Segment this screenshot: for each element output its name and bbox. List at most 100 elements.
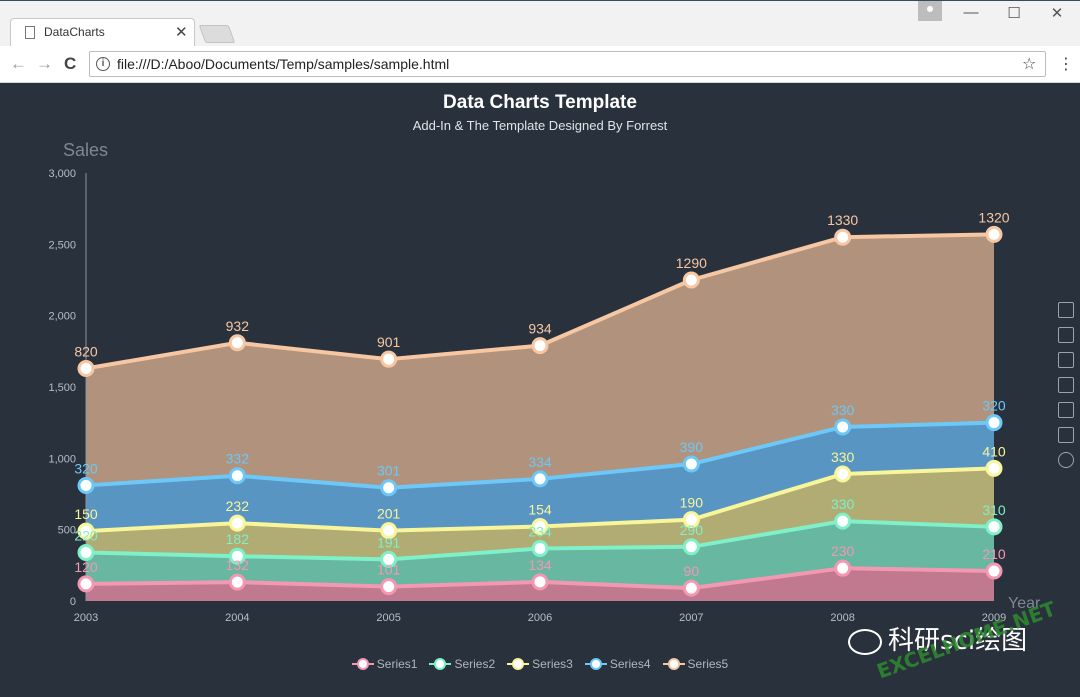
y-tick-label: 0 xyxy=(70,596,76,608)
profile-icon[interactable] xyxy=(918,1,942,21)
area-series3 xyxy=(86,468,994,560)
x-tick-label: 2009 xyxy=(982,612,1006,624)
legend-dot xyxy=(356,657,369,670)
data-point xyxy=(682,511,700,529)
data-label: 191 xyxy=(377,534,401,550)
y-tick-label: 1,500 xyxy=(48,382,76,394)
data-label: 232 xyxy=(226,498,250,514)
data-label: 1290 xyxy=(676,255,707,271)
legend-marker xyxy=(351,657,374,670)
zoom-icon[interactable] xyxy=(1058,302,1074,318)
chart-title: Data Charts Template xyxy=(443,92,637,113)
data-point xyxy=(77,359,95,377)
document-icon xyxy=(25,26,35,39)
legend-item-series5[interactable]: Series5 xyxy=(662,656,728,671)
data-point xyxy=(531,573,549,591)
data-point xyxy=(228,467,246,485)
browser-menu-button[interactable]: ⋮ xyxy=(1058,56,1074,73)
tab-close-button[interactable]: ✕ xyxy=(175,24,188,41)
tiled-icon[interactable] xyxy=(1058,427,1074,443)
legend-dot xyxy=(512,657,525,670)
data-point xyxy=(682,538,700,556)
stack-icon[interactable] xyxy=(1058,402,1074,418)
data-label: 901 xyxy=(377,334,401,350)
new-tab-button[interactable] xyxy=(198,25,236,43)
legend-label: Series3 xyxy=(532,656,573,671)
zoom-reset-icon[interactable] xyxy=(1058,327,1074,343)
data-point xyxy=(77,522,95,540)
restore-icon[interactable] xyxy=(1058,452,1074,468)
y-tick-label: 2,000 xyxy=(48,311,76,323)
data-label: 934 xyxy=(528,321,552,337)
legend-dot xyxy=(589,657,602,670)
data-label: 182 xyxy=(226,531,250,547)
data-label: 1330 xyxy=(827,212,858,228)
data-point xyxy=(380,522,398,540)
forward-button[interactable]: → xyxy=(36,54,53,73)
data-point xyxy=(380,578,398,596)
legend-item-series4[interactable]: Series4 xyxy=(584,656,651,671)
minimize-button[interactable]: — xyxy=(963,4,979,21)
url-text: file:///D:/Aboo/Documents/Temp/samples/s… xyxy=(117,56,450,72)
line-switch-icon[interactable] xyxy=(1058,352,1074,368)
data-label: 320 xyxy=(982,398,1006,414)
data-point xyxy=(77,575,95,593)
legend-item-series2[interactable]: Series2 xyxy=(429,656,495,671)
data-point xyxy=(834,465,852,483)
tab-strip: DataCharts ✕ — ☐ ✕ xyxy=(0,1,1080,46)
info-icon[interactable]: i xyxy=(96,57,110,71)
x-axis-label: Year xyxy=(1008,595,1041,612)
data-label: 150 xyxy=(74,506,98,522)
data-label: 90 xyxy=(684,563,700,579)
legend-item-series3[interactable]: Series3 xyxy=(507,656,573,671)
watermark: 科研sci绘图 xyxy=(848,620,1027,657)
data-label: 410 xyxy=(982,443,1006,459)
bar-switch-icon[interactable] xyxy=(1058,377,1074,393)
y-tick-label: 1,000 xyxy=(48,453,76,465)
legend-marker xyxy=(584,657,607,670)
data-label: 332 xyxy=(226,451,250,467)
reload-button[interactable]: C xyxy=(64,54,77,73)
area-series4 xyxy=(86,422,994,532)
data-point xyxy=(834,512,852,530)
data-label: 201 xyxy=(377,506,401,522)
data-label: 932 xyxy=(226,318,250,334)
data-point xyxy=(834,228,852,246)
bookmark-star-icon[interactable]: ☆ xyxy=(1022,56,1037,73)
data-point xyxy=(228,573,246,591)
legend-marker xyxy=(507,657,530,670)
legend-dot xyxy=(667,657,680,670)
data-point xyxy=(531,337,549,355)
data-label: 1320 xyxy=(978,209,1009,225)
browser-chrome: DataCharts ✕ — ☐ ✕ ← → C i file:///D:/Ab… xyxy=(0,0,1080,83)
data-point xyxy=(380,479,398,497)
legend-label: Series4 xyxy=(609,656,651,671)
data-label: 230 xyxy=(831,543,855,559)
tab-datacharts[interactable]: DataCharts ✕ xyxy=(10,18,195,46)
x-tick-label: 2006 xyxy=(528,612,552,624)
legend-item-series1[interactable]: Series1 xyxy=(351,656,418,671)
data-point xyxy=(834,418,852,436)
data-label: 301 xyxy=(377,463,401,479)
y-tick-label: 3,000 xyxy=(48,168,76,180)
url-input[interactable]: i file:///D:/Aboo/Documents/Temp/samples… xyxy=(89,51,1046,77)
close-window-button[interactable]: ✕ xyxy=(1050,5,1064,22)
address-bar-row: ← → C i file:///D:/Aboo/Documents/Temp/s… xyxy=(0,46,1080,83)
data-point xyxy=(682,455,700,473)
data-point xyxy=(531,470,549,488)
data-point xyxy=(834,559,852,577)
data-label: 234 xyxy=(528,523,552,539)
stacked-area-chart: Data Charts Template Add-In & The Templa… xyxy=(48,92,1041,624)
data-label: 101 xyxy=(377,562,401,578)
legend-marker xyxy=(662,657,685,670)
maximize-button[interactable]: ☐ xyxy=(1007,5,1021,22)
area-series5 xyxy=(86,234,994,488)
data-point xyxy=(985,225,1003,243)
wechat-icon xyxy=(848,628,882,655)
data-point xyxy=(77,543,95,561)
chart-area: Data Charts Template Add-In & The Templa… xyxy=(0,82,1080,692)
chart-subtitle: Add-In & The Template Designed By Forres… xyxy=(413,118,668,133)
back-button[interactable]: ← xyxy=(10,54,27,73)
data-point xyxy=(985,414,1003,432)
legend-label: Series1 xyxy=(376,656,418,671)
